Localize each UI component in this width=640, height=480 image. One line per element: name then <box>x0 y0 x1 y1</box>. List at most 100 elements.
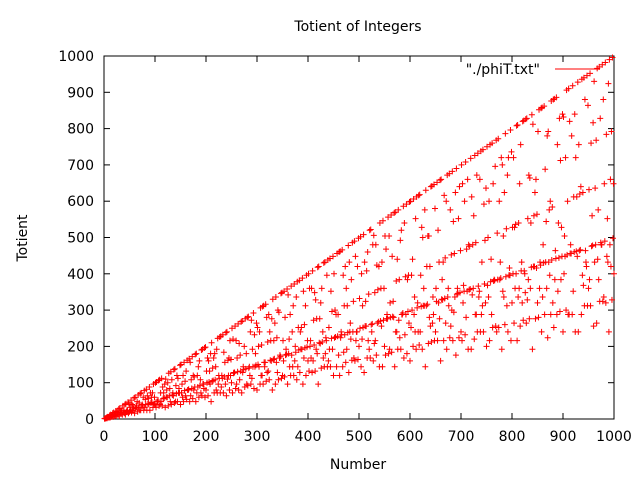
data-point <box>522 289 529 296</box>
data-point <box>314 350 321 357</box>
data-point <box>271 320 278 327</box>
data-point <box>417 272 424 279</box>
data-point <box>585 285 592 292</box>
data-point <box>424 301 431 308</box>
data-point <box>608 296 615 303</box>
data-point <box>549 204 556 211</box>
data-point <box>384 315 391 322</box>
data-point <box>523 115 530 122</box>
data-point <box>533 264 540 271</box>
legend: "./phiT.txt" <box>466 62 600 78</box>
data-point <box>339 246 346 253</box>
x-tick-label: 100 <box>142 429 169 445</box>
data-point <box>482 299 489 306</box>
data-point <box>524 296 531 303</box>
data-point <box>489 140 496 147</box>
data-point <box>319 328 326 335</box>
data-point <box>481 280 488 287</box>
data-point <box>572 154 579 161</box>
data-point <box>287 311 294 318</box>
data-point <box>289 363 296 370</box>
data-point <box>221 359 228 366</box>
data-point <box>595 276 602 283</box>
data-point <box>461 198 468 205</box>
data-point <box>309 267 316 274</box>
data-point <box>460 282 467 289</box>
data-point <box>420 285 427 292</box>
data-point <box>322 350 329 357</box>
data-point <box>129 401 136 408</box>
y-tick-label: 300 <box>67 303 94 319</box>
data-point <box>476 176 483 183</box>
data-point <box>608 128 615 135</box>
data-point <box>462 158 469 165</box>
data-point <box>579 272 586 279</box>
data-point <box>285 291 292 298</box>
data-point <box>124 399 131 406</box>
data-point <box>347 320 354 327</box>
data-point <box>544 132 551 139</box>
data-point <box>511 224 518 231</box>
data-point <box>503 302 510 309</box>
data-point <box>501 189 508 196</box>
data-point <box>361 369 368 376</box>
data-point <box>229 389 236 396</box>
data-point <box>463 314 470 321</box>
data-point <box>284 381 291 388</box>
data-point <box>151 394 158 401</box>
y-tick-label: 500 <box>67 231 94 247</box>
data-point <box>380 285 387 292</box>
data-point <box>398 227 405 234</box>
data-point <box>352 337 359 344</box>
data-point <box>234 355 241 362</box>
data-point <box>193 350 200 357</box>
data-point <box>209 378 216 385</box>
data-point <box>365 337 372 344</box>
data-point <box>522 116 529 123</box>
data-point <box>506 272 513 279</box>
data-point <box>302 302 309 309</box>
y-tick-label: 100 <box>67 376 94 392</box>
chart-title: Totient of Integers <box>293 19 421 35</box>
data-point <box>302 372 309 379</box>
data-point <box>556 308 563 315</box>
data-point <box>403 201 410 208</box>
data-point <box>532 315 539 322</box>
data-point <box>502 130 509 137</box>
data-point <box>321 259 328 266</box>
data-point <box>447 323 454 330</box>
data-point <box>298 324 305 331</box>
data-point <box>485 294 492 301</box>
data-point <box>417 328 424 335</box>
data-point <box>528 111 535 118</box>
data-point <box>245 313 252 320</box>
data-point <box>266 328 273 335</box>
data-point <box>233 381 240 388</box>
data-point <box>341 331 348 338</box>
data-point <box>452 189 459 196</box>
y-tick-label: 1000 <box>58 49 94 65</box>
data-point <box>366 346 373 353</box>
data-point <box>521 270 528 277</box>
data-point <box>538 328 545 335</box>
data-point <box>228 379 235 386</box>
data-point <box>329 346 336 353</box>
data-point <box>450 309 457 316</box>
data-point <box>418 224 425 231</box>
data-point <box>299 381 306 388</box>
data-point <box>333 363 340 370</box>
data-point <box>239 369 246 376</box>
data-point <box>250 310 257 317</box>
data-point <box>248 375 255 382</box>
data-point <box>276 352 283 359</box>
data-point <box>373 352 380 359</box>
data-point <box>389 253 396 260</box>
data-point <box>578 311 585 318</box>
x-tick-label: 0 <box>100 429 109 445</box>
data-point <box>182 392 189 399</box>
data-point <box>196 382 203 389</box>
data-point <box>169 389 176 396</box>
data-point <box>290 302 297 309</box>
data-point <box>543 218 550 225</box>
data-point <box>591 259 598 266</box>
